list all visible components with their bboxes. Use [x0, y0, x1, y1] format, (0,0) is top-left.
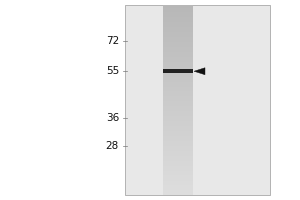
- Text: 55: 55: [106, 66, 119, 76]
- Text: T47D: T47D: [162, 0, 194, 2]
- Bar: [125, 5, 270, 195]
- Polygon shape: [194, 68, 205, 75]
- Text: 36: 36: [106, 113, 119, 123]
- Text: 72: 72: [106, 36, 119, 46]
- Bar: [163, 69, 193, 73]
- Text: 28: 28: [106, 141, 119, 151]
